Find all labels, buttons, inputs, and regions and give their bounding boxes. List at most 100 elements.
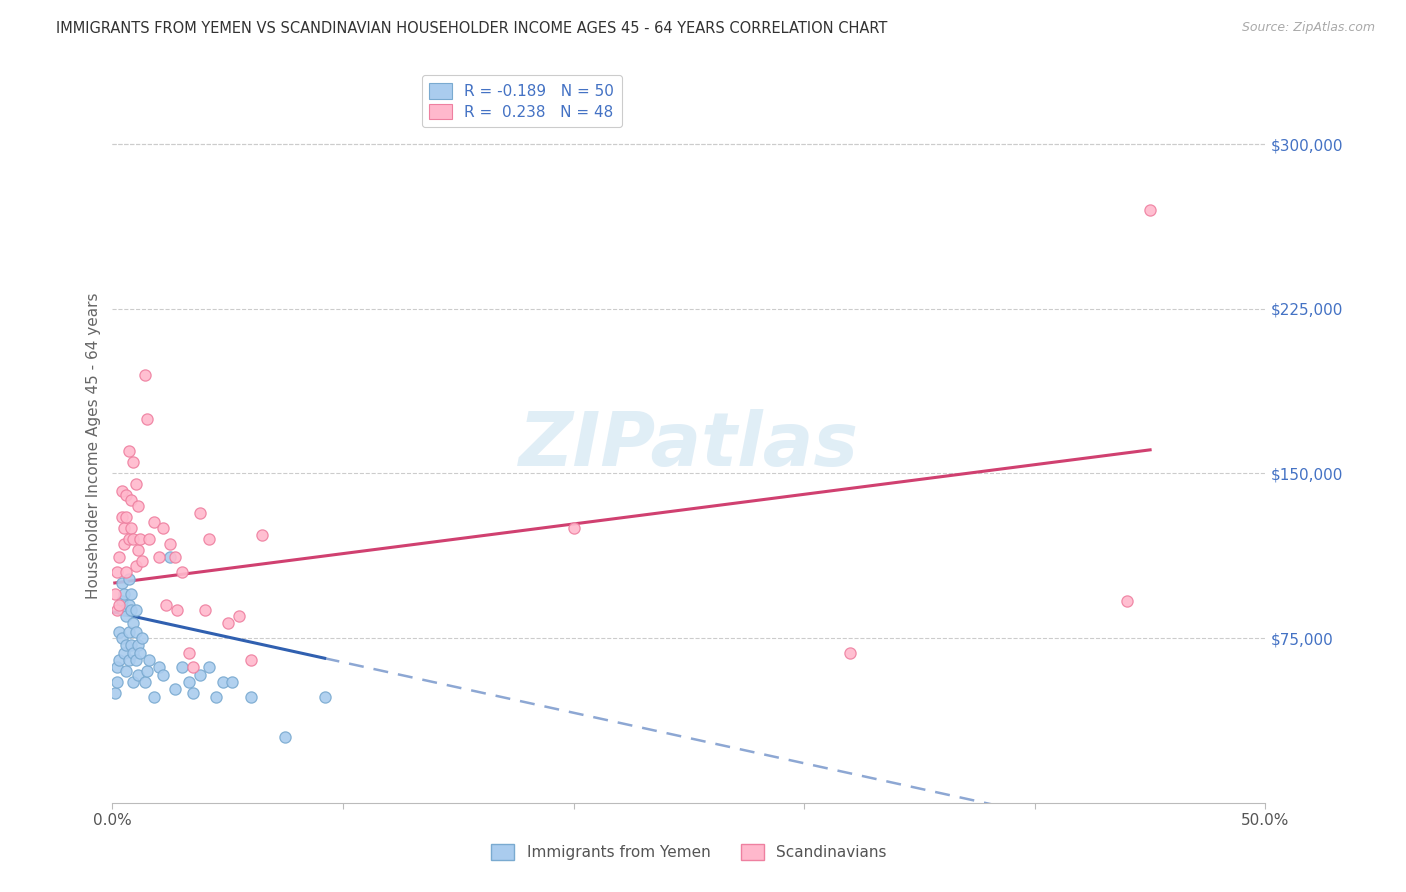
Point <box>129 533 152 547</box>
Point <box>188 506 211 520</box>
Y-axis label: Householder Income Ages 45 - 64 years: Householder Income Ages 45 - 64 years <box>86 293 101 599</box>
Point <box>124 602 146 616</box>
Point <box>105 675 128 690</box>
Point <box>239 690 262 705</box>
Point <box>159 537 181 551</box>
Point <box>105 659 128 673</box>
Point <box>127 638 149 652</box>
Point <box>143 515 166 529</box>
Point <box>129 647 152 661</box>
Point <box>117 598 139 612</box>
Point <box>205 690 228 705</box>
Point <box>152 668 174 682</box>
Point <box>181 686 204 700</box>
Point <box>112 602 135 616</box>
Point <box>839 647 862 661</box>
Point <box>148 549 170 564</box>
Point <box>122 455 145 469</box>
Point <box>112 587 135 601</box>
Point <box>117 533 139 547</box>
Point <box>115 510 138 524</box>
Point <box>136 411 159 425</box>
Point <box>111 510 134 524</box>
Point <box>1139 202 1161 217</box>
Point <box>198 533 221 547</box>
Point <box>112 647 135 661</box>
Point <box>274 730 297 744</box>
Text: IMMIGRANTS FROM YEMEN VS SCANDINAVIAN HOUSEHOLDER INCOME AGES 45 - 64 YEARS CORR: IMMIGRANTS FROM YEMEN VS SCANDINAVIAN HO… <box>56 21 887 36</box>
Point <box>166 602 188 616</box>
Point <box>134 675 156 690</box>
Point <box>115 566 138 580</box>
Point <box>194 602 217 616</box>
Point <box>105 602 128 616</box>
Point <box>170 566 193 580</box>
Point <box>115 664 138 678</box>
Point <box>105 566 128 580</box>
Point <box>104 686 127 700</box>
Point <box>104 587 127 601</box>
Point <box>122 533 145 547</box>
Point <box>217 615 239 630</box>
Point <box>239 653 262 667</box>
Point <box>122 675 145 690</box>
Point <box>177 675 200 690</box>
Point <box>111 594 134 608</box>
Point <box>120 521 142 535</box>
Point <box>120 587 142 601</box>
Legend: Immigrants from Yemen, Scandinavians: Immigrants from Yemen, Scandinavians <box>485 838 893 866</box>
Point <box>221 675 243 690</box>
Point <box>117 444 139 458</box>
Point <box>120 638 142 652</box>
Point <box>170 659 193 673</box>
Point <box>117 572 139 586</box>
Point <box>120 492 142 507</box>
Point <box>115 609 138 624</box>
Point <box>148 659 170 673</box>
Point <box>138 533 160 547</box>
Point <box>108 598 131 612</box>
Point <box>131 631 153 645</box>
Point <box>108 653 131 667</box>
Point <box>212 675 235 690</box>
Point <box>127 500 149 514</box>
Point <box>1116 594 1139 608</box>
Point <box>111 576 134 591</box>
Point <box>117 653 139 667</box>
Point <box>181 659 204 673</box>
Point <box>124 477 146 491</box>
Point <box>112 537 135 551</box>
Point <box>127 543 149 558</box>
Point <box>152 521 174 535</box>
Point <box>111 483 134 498</box>
Point <box>314 690 336 705</box>
Point <box>115 488 138 502</box>
Point <box>562 521 585 535</box>
Point <box>131 554 153 568</box>
Point <box>155 598 177 612</box>
Point <box>136 664 159 678</box>
Point <box>124 558 146 573</box>
Point <box>111 631 134 645</box>
Point <box>163 681 186 696</box>
Point <box>124 653 146 667</box>
Point <box>108 624 131 639</box>
Point <box>124 624 146 639</box>
Point <box>122 647 145 661</box>
Point <box>138 653 160 667</box>
Point <box>117 624 139 639</box>
Point <box>188 668 211 682</box>
Point <box>177 647 200 661</box>
Point <box>108 549 131 564</box>
Point <box>159 549 181 564</box>
Point <box>143 690 166 705</box>
Point <box>252 528 274 542</box>
Point <box>198 659 221 673</box>
Text: ZIPatlas: ZIPatlas <box>519 409 859 483</box>
Point <box>134 368 156 382</box>
Point <box>228 609 250 624</box>
Point <box>112 521 135 535</box>
Point <box>127 668 149 682</box>
Point <box>115 638 138 652</box>
Point <box>120 602 142 616</box>
